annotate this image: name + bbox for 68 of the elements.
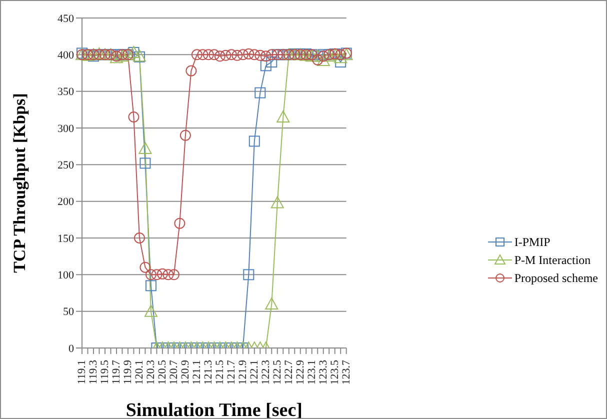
y-tick-label: 200 [58, 196, 74, 208]
x-tick-label: 123.3 [317, 360, 330, 385]
point [140, 158, 151, 169]
y-tick-label: 300 [58, 122, 74, 135]
point [226, 49, 237, 60]
x-tick-label: 119.1 [76, 360, 88, 384]
point [197, 49, 208, 60]
point [335, 49, 346, 60]
x-tick-label: 121.9 [236, 360, 249, 385]
point [202, 49, 214, 60]
point [220, 50, 232, 61]
point [237, 49, 248, 60]
y-tick-label: 100 [58, 270, 74, 282]
point [191, 49, 202, 60]
point [214, 50, 226, 62]
point [232, 50, 243, 61]
x-tick-label: 120.3 [144, 360, 157, 385]
point [312, 54, 324, 66]
point [254, 50, 266, 61]
y-tick-label: 250 [58, 160, 74, 172]
point [180, 130, 191, 141]
y-tick-label: 400 [58, 50, 74, 62]
x-tick-label: 119.5 [98, 360, 111, 384]
x-tick-label: 120.9 [179, 360, 192, 385]
point [243, 48, 254, 60]
point [266, 49, 278, 60]
point [335, 56, 346, 68]
legend-label: Proposed scheme [514, 270, 598, 286]
x-tick-label: 122.9 [294, 360, 306, 385]
y-tick-label: 50 [63, 306, 74, 318]
y-tick-label: 0 [68, 342, 74, 355]
y-tick-label: 450 [58, 12, 74, 25]
x-tick-label: 119.3 [87, 360, 100, 384]
x-tick-label: 119.9 [122, 360, 134, 384]
x-tick-label: 120.7 [168, 360, 180, 385]
point [316, 54, 330, 66]
x-tick-label: 123.1 [306, 360, 318, 385]
x-tick-label: 121.3 [202, 360, 214, 385]
point [260, 50, 272, 62]
x-tick-label: 122.1 [248, 360, 260, 385]
point [186, 65, 197, 76]
x-tick-label: 120.5 [156, 360, 168, 385]
point [248, 136, 260, 147]
point [270, 196, 284, 208]
point [266, 56, 278, 68]
legend-label: I-PMIP [514, 234, 550, 250]
point [128, 112, 140, 122]
point [208, 49, 220, 60]
point [276, 110, 290, 122]
point [334, 51, 348, 64]
point [138, 142, 152, 154]
x-tick-label: 123.7 [340, 360, 352, 385]
x-tick-label: 120.1 [133, 360, 146, 385]
x-tick-label: 122.3 [260, 360, 272, 385]
y-tick-label: 150 [58, 232, 74, 245]
point [260, 60, 272, 72]
x-tick-label: 122.5 [271, 360, 284, 385]
y-axis-title: TCP Throughput [Kbps] [10, 93, 30, 273]
point [254, 87, 266, 98]
x-tick-label: 123.5 [328, 360, 341, 385]
legend-label: P-M Interaction [514, 252, 591, 268]
x-tick-label: 121.7 [225, 360, 238, 385]
x-tick-label: 121.1 [190, 360, 203, 385]
x-tick-label: 122.7 [282, 360, 295, 385]
y-tick-label: 350 [58, 86, 74, 98]
x-tick-label: 121.5 [214, 360, 226, 385]
x-tick-label: 119.7 [110, 360, 122, 384]
point [248, 49, 260, 60]
